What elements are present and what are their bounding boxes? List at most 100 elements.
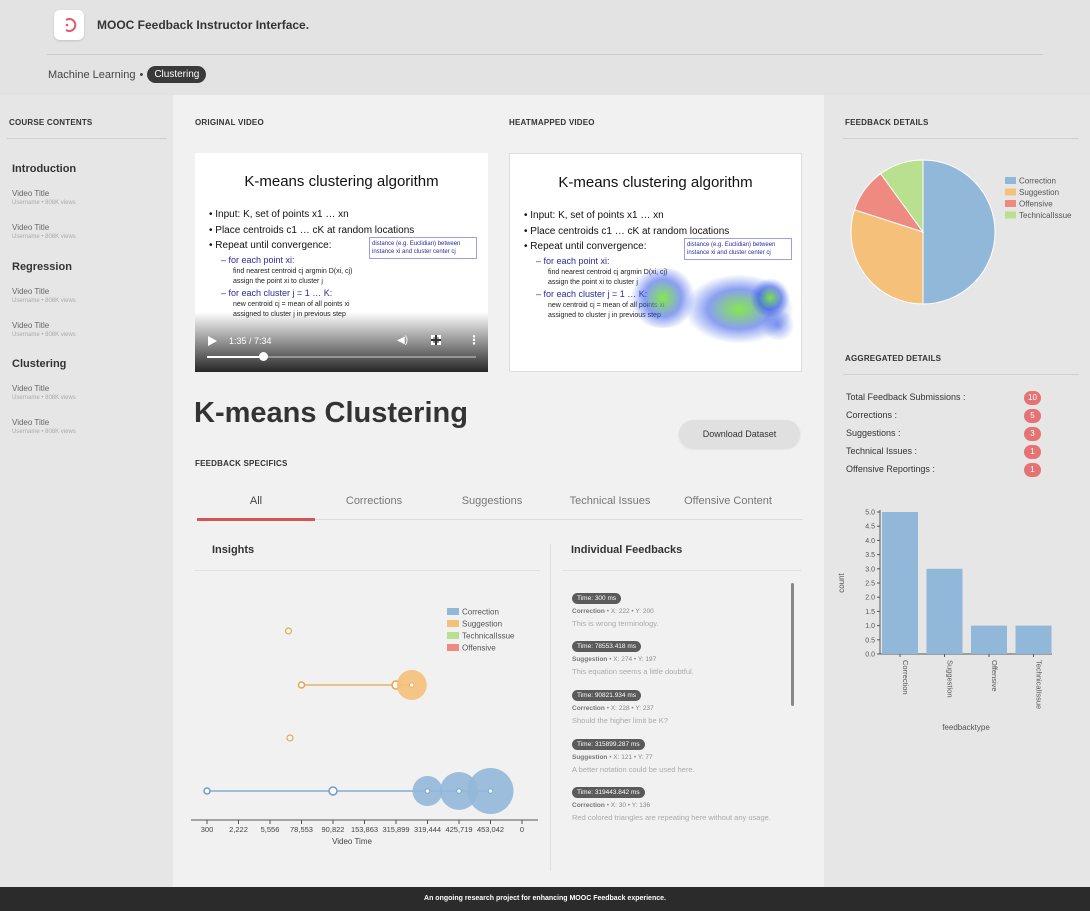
slide-bullet: Input: K, set of points x1 … xn xyxy=(209,207,414,223)
feedback-type: Suggestion xyxy=(572,754,608,761)
feedback-item[interactable]: Time: 300 ms Correction • X: 222 • Y: 20… xyxy=(572,587,792,629)
sidebar-divider xyxy=(7,138,167,139)
bar-y-axis-label: count xyxy=(837,572,846,592)
sidebar-video-item[interactable]: Video Title Username • 808K views xyxy=(12,418,76,435)
bar-x-tick-label: Correction xyxy=(901,660,910,695)
original-video-player[interactable]: K-means clustering algorithm Input: K, s… xyxy=(195,153,488,372)
pie-legend-label: Offensive xyxy=(1019,200,1053,209)
timeline-x-tick-label: 300 xyxy=(201,825,214,834)
bar-offensive xyxy=(971,625,1007,654)
timeline-x-axis-label: Video Time xyxy=(332,837,372,846)
timeline-point-center xyxy=(456,788,462,794)
play-icon[interactable] xyxy=(208,336,217,346)
app-header: MOOC Feedback Instructor Interface. Mach… xyxy=(0,0,1090,95)
timeline-x-tick-label: 5,556 xyxy=(261,825,280,834)
logo-icon xyxy=(65,18,77,32)
app-title: MOOC Feedback Instructor Interface. xyxy=(97,18,310,32)
aggregated-row-corrections: Corrections : xyxy=(846,410,898,420)
sidebar-video-item[interactable]: Video Title Username • 808K views xyxy=(12,287,76,304)
sidebar-video-item[interactable]: Video Title Username • 808K views xyxy=(12,384,76,401)
timeline-point-center xyxy=(424,788,431,794)
sidebar-group-regression[interactable]: Regression xyxy=(12,261,72,273)
timeline-legend-swatch xyxy=(447,644,459,651)
feedback-item[interactable]: Time: 78553.418 ms Suggestion • X: 274 •… xyxy=(572,635,792,677)
feedback-type: Correction xyxy=(572,705,605,712)
page-footer: An ongoing research project for enhancin… xyxy=(0,887,1090,911)
bar-y-tick-label: 0.5 xyxy=(865,637,875,644)
feedback-type: Correction xyxy=(572,608,605,615)
video-title: Video Title xyxy=(12,321,50,330)
video-meta: Username • 808K views xyxy=(12,429,76,435)
feedback-item[interactable]: Time: 319443.842 ms Correction • X: 30 •… xyxy=(572,781,792,823)
pie-legend-label: Correction xyxy=(1019,177,1056,186)
timeline-x-tick-label: 319,444 xyxy=(414,825,441,834)
slide-subbullet: – for each point xi: xyxy=(536,255,610,266)
heatmap-video-label: HEATMAPPED VIDEO xyxy=(509,118,595,127)
feedback-time-badge: Time: 319443.842 ms xyxy=(572,787,645,798)
feedback-meta: Correction • X: 222 • Y: 200 xyxy=(572,608,792,615)
feedbacks-divider xyxy=(563,570,801,571)
bar-y-tick-label: 1.5 xyxy=(865,609,875,616)
volume-icon[interactable]: ◀) xyxy=(397,335,409,346)
feedbacks-scrollbar[interactable] xyxy=(791,583,794,706)
heatmapped-video[interactable]: K-means clustering algorithm Input: K, s… xyxy=(509,153,802,372)
slide-subbullet: – for each cluster j = 1 … K: xyxy=(536,288,648,299)
offensive-count-badge: 1 xyxy=(1024,463,1041,477)
slide-subbullet: – for each point xi: xyxy=(221,254,295,265)
feedback-item[interactable]: Time: 315899.287 ms Suggestion • X: 121 … xyxy=(572,733,792,775)
bar-x-axis-label: feedbacktype xyxy=(942,723,990,732)
bar-correction xyxy=(882,512,918,654)
insights-timeline-chart[interactable]: 300 2,222 5,556 78,553 90,822 153,863 315,899 3… xyxy=(173,95,553,887)
suggestions-count-badge: 3 xyxy=(1024,427,1041,441)
slide-subsubbullet: assign the point xi to cluster j xyxy=(233,277,323,285)
slide-subbullet: – for each cluster j = 1 … K: xyxy=(221,287,333,298)
feedback-charts[interactable]: Correction Suggestion Offensive TechnicalIs… xyxy=(824,95,1090,887)
feedback-item[interactable]: Time: 90821.934 ms Correction • X: 228 •… xyxy=(572,684,792,726)
download-dataset-button[interactable]: Download Dataset xyxy=(679,420,800,448)
bar-y-tick-label: 2.5 xyxy=(865,581,875,588)
aggregated-row-suggestions: Suggestions : xyxy=(846,428,901,438)
timeline-x-tick-label: 78,553 xyxy=(290,825,313,834)
feedback-details-panel: FEEDBACK DETAILS Correction Suggestion Off… xyxy=(824,95,1090,887)
tab-technical-issues[interactable]: Technical Issues xyxy=(569,495,651,507)
course-contents-heading: COURSE CONTENTS xyxy=(9,118,93,127)
slide-subsubbullet: assigned to cluster j in previous step xyxy=(548,311,661,319)
main-content: ORIGINAL VIDEO HEATMAPPED VIDEO K-means … xyxy=(173,95,824,887)
feedback-time-badge: Time: 90821.934 ms xyxy=(572,690,642,701)
tab-all[interactable]: All xyxy=(197,487,315,521)
breadcrumb-current[interactable]: Clustering xyxy=(147,66,207,83)
feedback-meta: Suggestion • X: 121 • Y: 77 xyxy=(572,754,792,761)
pie-legend-label: Suggestion xyxy=(1019,188,1059,197)
fullscreen-icon[interactable] xyxy=(431,335,441,345)
bar-y-tick-label: 0.0 xyxy=(865,652,875,659)
pie-legend-label: TechnicalIssue xyxy=(1019,211,1072,220)
video-progress-handle[interactable] xyxy=(259,352,269,361)
feedback-coords: • X: 274 • Y: 197 xyxy=(609,656,657,663)
pie-slice-technicalissue xyxy=(879,159,924,234)
bar-x-tick-label: Offensive xyxy=(990,660,999,692)
sidebar-video-item[interactable]: Video Title Username • 808K views xyxy=(12,223,76,240)
course-sidebar: COURSE CONTENTS Introduction Video Title… xyxy=(0,95,173,887)
heatmap-hotspot xyxy=(760,310,796,340)
more-options-icon[interactable]: ⋮ xyxy=(468,333,480,347)
tab-corrections[interactable]: Corrections xyxy=(345,495,403,507)
tab-suggestions[interactable]: Suggestions xyxy=(461,495,523,507)
sidebar-video-item[interactable]: Video Title Username • 808K views xyxy=(12,189,76,206)
timeline-legend-swatch xyxy=(447,620,459,627)
sidebar-video-item[interactable]: Video Title Username • 808K views xyxy=(12,321,76,338)
video-progress-bar[interactable] xyxy=(207,352,476,361)
sidebar-group-clustering[interactable]: Clustering xyxy=(12,358,67,370)
tab-offensive-content[interactable]: Offensive Content xyxy=(684,495,772,507)
feedback-type: Suggestion xyxy=(572,656,608,663)
breadcrumb-parent[interactable]: Machine Learning xyxy=(48,68,136,81)
app-logo[interactable] xyxy=(54,10,84,40)
feedback-coords: • X: 228 • Y: 237 xyxy=(606,705,654,712)
insights-title: Insights xyxy=(212,544,255,556)
timeline-legend-label: Correction xyxy=(462,608,499,617)
original-video-label: ORIGINAL VIDEO xyxy=(195,118,264,127)
aggregated-row-technical: Technical Issues : xyxy=(846,446,918,456)
sidebar-group-introduction[interactable]: Introduction xyxy=(12,163,77,175)
video-controls: 1:35 / 7:34 ◀) ⋮ xyxy=(195,312,488,372)
slide-content: Input: K, set of points x1 … xn Place ce… xyxy=(524,208,729,321)
individual-feedbacks-title: Individual Feedbacks xyxy=(571,544,683,556)
